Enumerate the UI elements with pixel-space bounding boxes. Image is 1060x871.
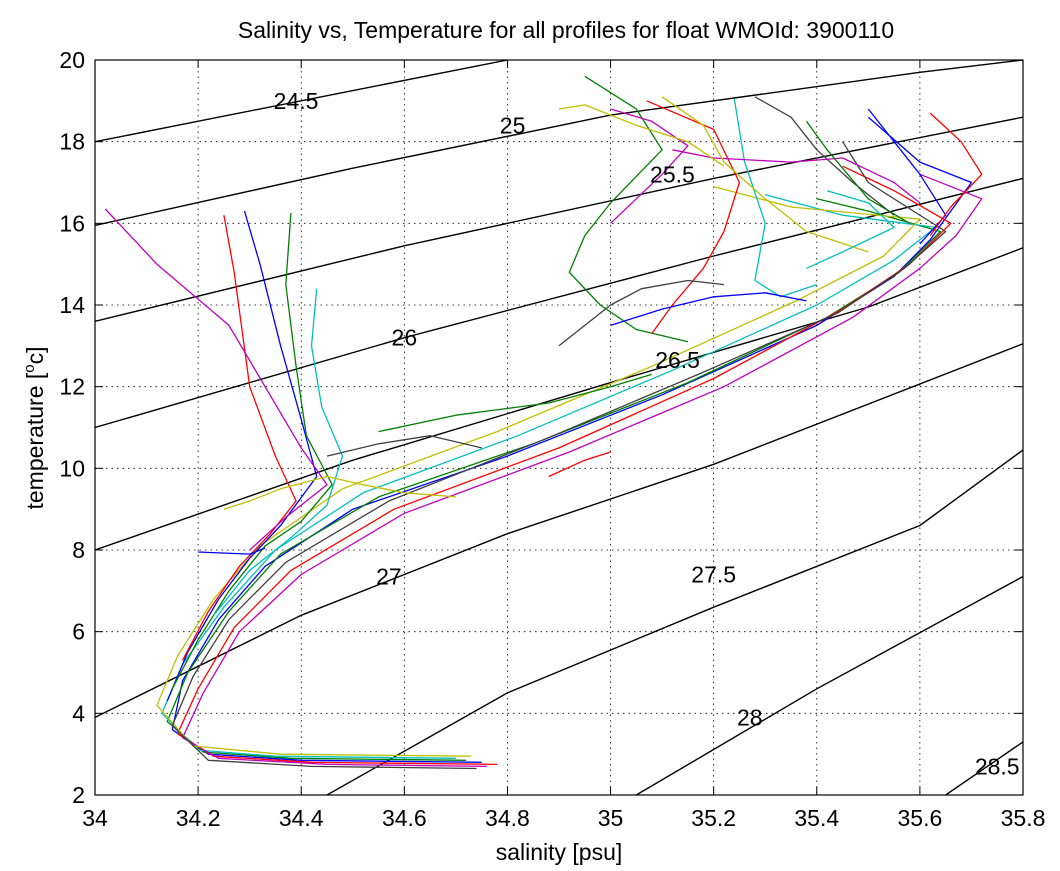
profile-line — [166, 210, 318, 702]
y-tick-label: 2 — [72, 782, 85, 808]
x-tick-label: 35 — [598, 805, 624, 831]
isopycnal-line — [635, 575, 1023, 795]
profile-line — [558, 279, 725, 347]
y-tick-label: 16 — [59, 210, 85, 236]
y-tick-label: 20 — [59, 47, 85, 73]
x-tick-label: 35.2 — [691, 805, 736, 831]
isopycnal-label: 28 — [737, 704, 763, 730]
isopycnal-line — [95, 247, 1023, 551]
y-axis-label-superscript: o — [21, 364, 38, 372]
profile-line — [156, 185, 921, 757]
isopycnal-label: 27.5 — [691, 562, 736, 588]
profile-line — [378, 373, 652, 433]
y-axis-label-end: c] — [22, 346, 48, 364]
profile-line — [558, 104, 725, 167]
profile-line — [171, 213, 333, 690]
x-tick-label: 34.6 — [382, 805, 427, 831]
isopycnal-label: 26.5 — [655, 347, 700, 373]
isopycnal-label: 24.5 — [274, 88, 319, 114]
y-tick-label: 14 — [59, 292, 85, 318]
y-tick-label: 8 — [72, 537, 85, 563]
isopycnal-labels: 24.5 25 25.5 26 26.5 27 27.5 28 28.5 — [274, 88, 1020, 780]
y-axis-label: temperature [oc] — [21, 346, 48, 509]
x-tick-label: 35.4 — [794, 805, 839, 831]
y-tick-label: 10 — [59, 455, 85, 481]
profile-line — [733, 98, 818, 298]
profile-line — [672, 149, 921, 204]
profile-lines — [104, 75, 983, 770]
profile-line — [929, 112, 983, 236]
x-axis-label: salinity [psu] — [496, 839, 623, 865]
profile-line — [806, 190, 895, 269]
x-tick-label: 35.6 — [898, 805, 943, 831]
x-tick-label: 34.4 — [279, 805, 324, 831]
profile-line — [223, 475, 456, 510]
x-tick-label: 34.8 — [485, 805, 530, 831]
x-tick-label: 34.2 — [176, 805, 221, 831]
profile-line — [610, 292, 807, 327]
profile-line — [754, 96, 895, 216]
isopycnal-label: 26 — [392, 325, 418, 351]
profile-line — [182, 215, 297, 661]
x-tick-label: 34 — [82, 805, 108, 831]
isopycnal-label: 25 — [500, 112, 526, 138]
profile-line — [867, 108, 947, 245]
x-axis: 34 34.2 34.4 34.6 34.8 35 35.2 35.4 35.6 35.8 — [82, 60, 1045, 831]
isopycnal-line — [95, 343, 1023, 719]
y-tick-label: 6 — [72, 619, 85, 645]
profile-line — [198, 547, 266, 555]
y-tick-label: 12 — [59, 374, 85, 400]
profile-line — [548, 451, 611, 478]
isopycnal-label: 28.5 — [975, 753, 1020, 779]
isopycnal-label: 25.5 — [650, 161, 695, 187]
x-tick-label: 35.8 — [1001, 805, 1046, 831]
plot-area — [95, 60, 1023, 795]
profile-line — [661, 96, 869, 253]
y-tick-label: 4 — [72, 700, 85, 726]
isopycnal-label: 27 — [376, 564, 402, 590]
chart-title: Salinity vs, Temperature for all profile… — [238, 17, 894, 43]
profile-line — [610, 108, 689, 224]
isopycnal-line — [95, 116, 1023, 322]
profile-line — [171, 141, 947, 770]
profile-line — [181, 173, 983, 768]
isopycnal-line — [326, 449, 1023, 795]
plot-frame — [94, 59, 1024, 796]
profile-line — [213, 288, 344, 616]
y-axis: 2 4 6 8 10 12 14 16 18 20 — [59, 47, 1023, 808]
y-axis-label-main: temperature [ — [22, 372, 48, 509]
isopycnal-line — [95, 60, 508, 143]
profile-line — [326, 435, 482, 457]
profile-line — [104, 208, 328, 551]
y-tick-label: 18 — [59, 129, 85, 155]
profile-line — [646, 100, 741, 334]
isopycnal-line — [945, 741, 1023, 795]
profile-line — [805, 120, 910, 224]
